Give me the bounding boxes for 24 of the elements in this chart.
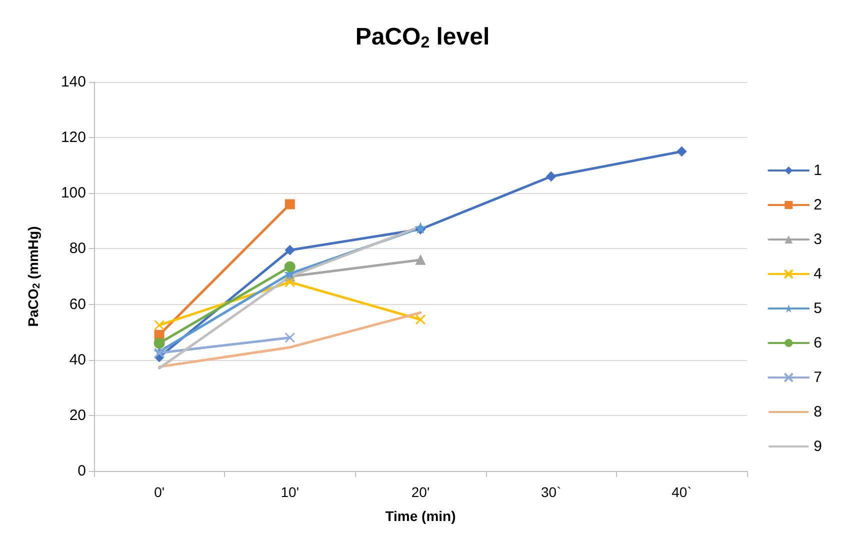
legend-label: 6	[814, 334, 822, 352]
y-tick-label: 80	[69, 240, 86, 258]
legend-label: 1	[814, 162, 822, 179]
legend-label: 8	[814, 404, 822, 420]
x-tick-label: 10'	[280, 484, 300, 500]
y-tick-label: 0	[78, 462, 86, 480]
legend-label: 3	[814, 231, 822, 248]
legend-label: 9	[814, 438, 822, 455]
y-tick-label: 20	[69, 406, 86, 424]
y-tick-label: 40	[69, 351, 86, 368]
y-tick-label: 60	[69, 296, 86, 313]
legend-label: 5	[814, 300, 822, 317]
y-tick-label: 140	[60, 74, 86, 90]
x-axis-title: Time (min)	[385, 508, 456, 524]
x-tick-label: 30`	[540, 484, 562, 500]
y-tick-label: 100	[60, 184, 86, 202]
legend-label: 2	[814, 196, 822, 214]
y-tick-label: 120	[60, 129, 86, 146]
x-tick-label: 40`	[672, 484, 692, 500]
x-tick-label: 20'	[411, 484, 430, 500]
legend-label: 4	[814, 266, 822, 282]
x-tick-label: 0'	[154, 484, 165, 500]
y-axis-title: PaCO2 (mmHg)	[25, 226, 42, 327]
legend-label: 7	[814, 369, 822, 386]
